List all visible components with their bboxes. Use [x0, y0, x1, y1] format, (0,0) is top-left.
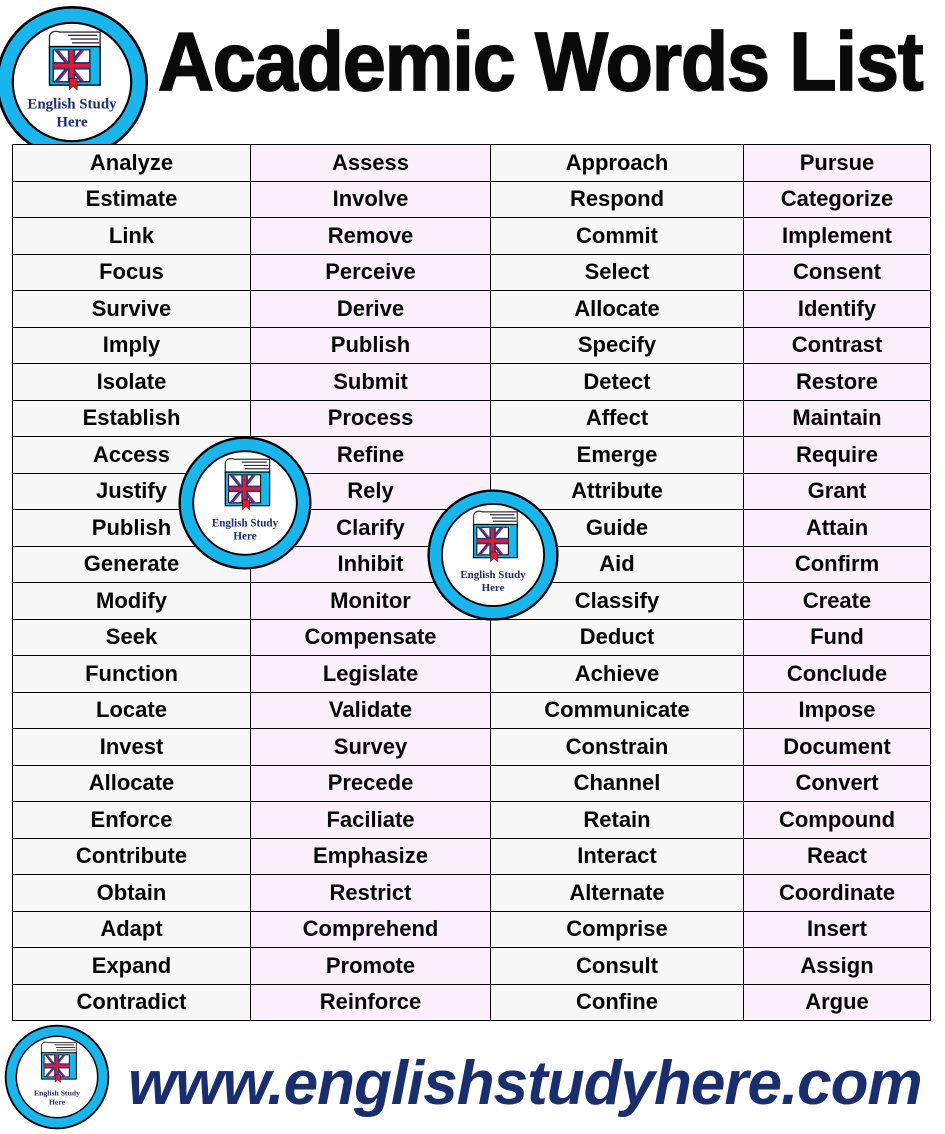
- svg-text:English Study: English Study: [27, 97, 117, 113]
- svg-text:Here: Here: [233, 530, 256, 542]
- svg-text:Here: Here: [482, 582, 505, 594]
- svg-text:Here: Here: [56, 114, 88, 130]
- svg-text:English Study: English Study: [212, 517, 279, 529]
- svg-text:Here: Here: [49, 1097, 66, 1106]
- svg-text:English Study: English Study: [460, 569, 526, 581]
- svg-text:English Study: English Study: [34, 1088, 80, 1097]
